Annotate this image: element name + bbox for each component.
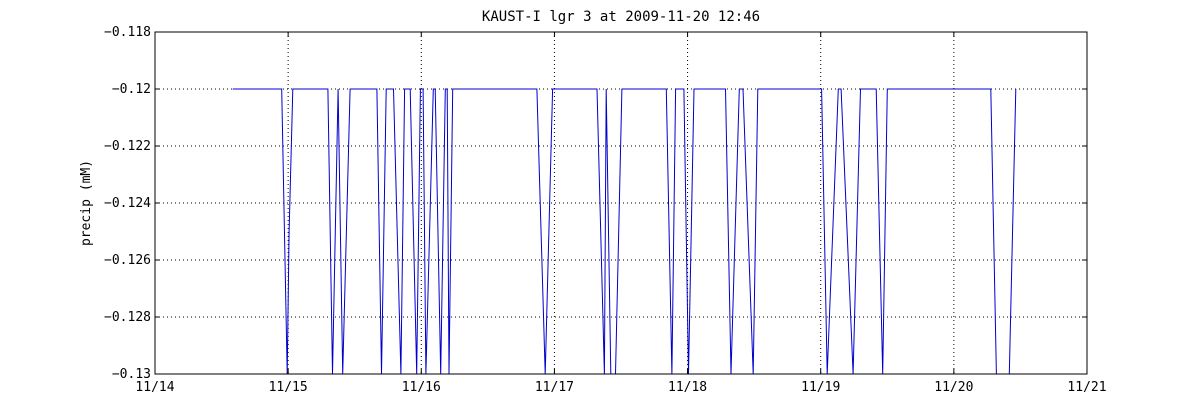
series-line [232,88,1017,375]
data-layer [232,88,1017,375]
y-axis-title: precip (mM) [79,160,94,246]
x-tick-label: 11/14 [135,380,174,395]
x-tick-label: 11/21 [1067,380,1106,395]
x-tick-label: 11/16 [402,380,441,395]
x-tick-label: 11/18 [668,380,707,395]
y-tick-label: −0.126 [104,253,151,268]
x-tick-label: 11/17 [535,380,574,395]
x-tick-label: 11/20 [934,380,973,395]
ticks: 11/14 11/15 11/16 11/17 11/18 11/19 11/20 11/21… [104,25,1107,395]
y-tick-label: −0.118 [104,25,151,40]
chart-title: KAUST-I lgr 3 at 2009-11-20 12:46 [482,9,760,25]
y-tick-label: −0.13 [112,367,151,382]
x-tick-label: 11/19 [801,380,840,395]
y-tick-label: −0.128 [104,310,151,325]
y-tick-label: −0.12 [112,82,151,97]
y-tick-label: −0.124 [104,196,151,211]
y-tick-label: −0.122 [104,139,151,154]
x-tick-label: 11/15 [269,380,308,395]
